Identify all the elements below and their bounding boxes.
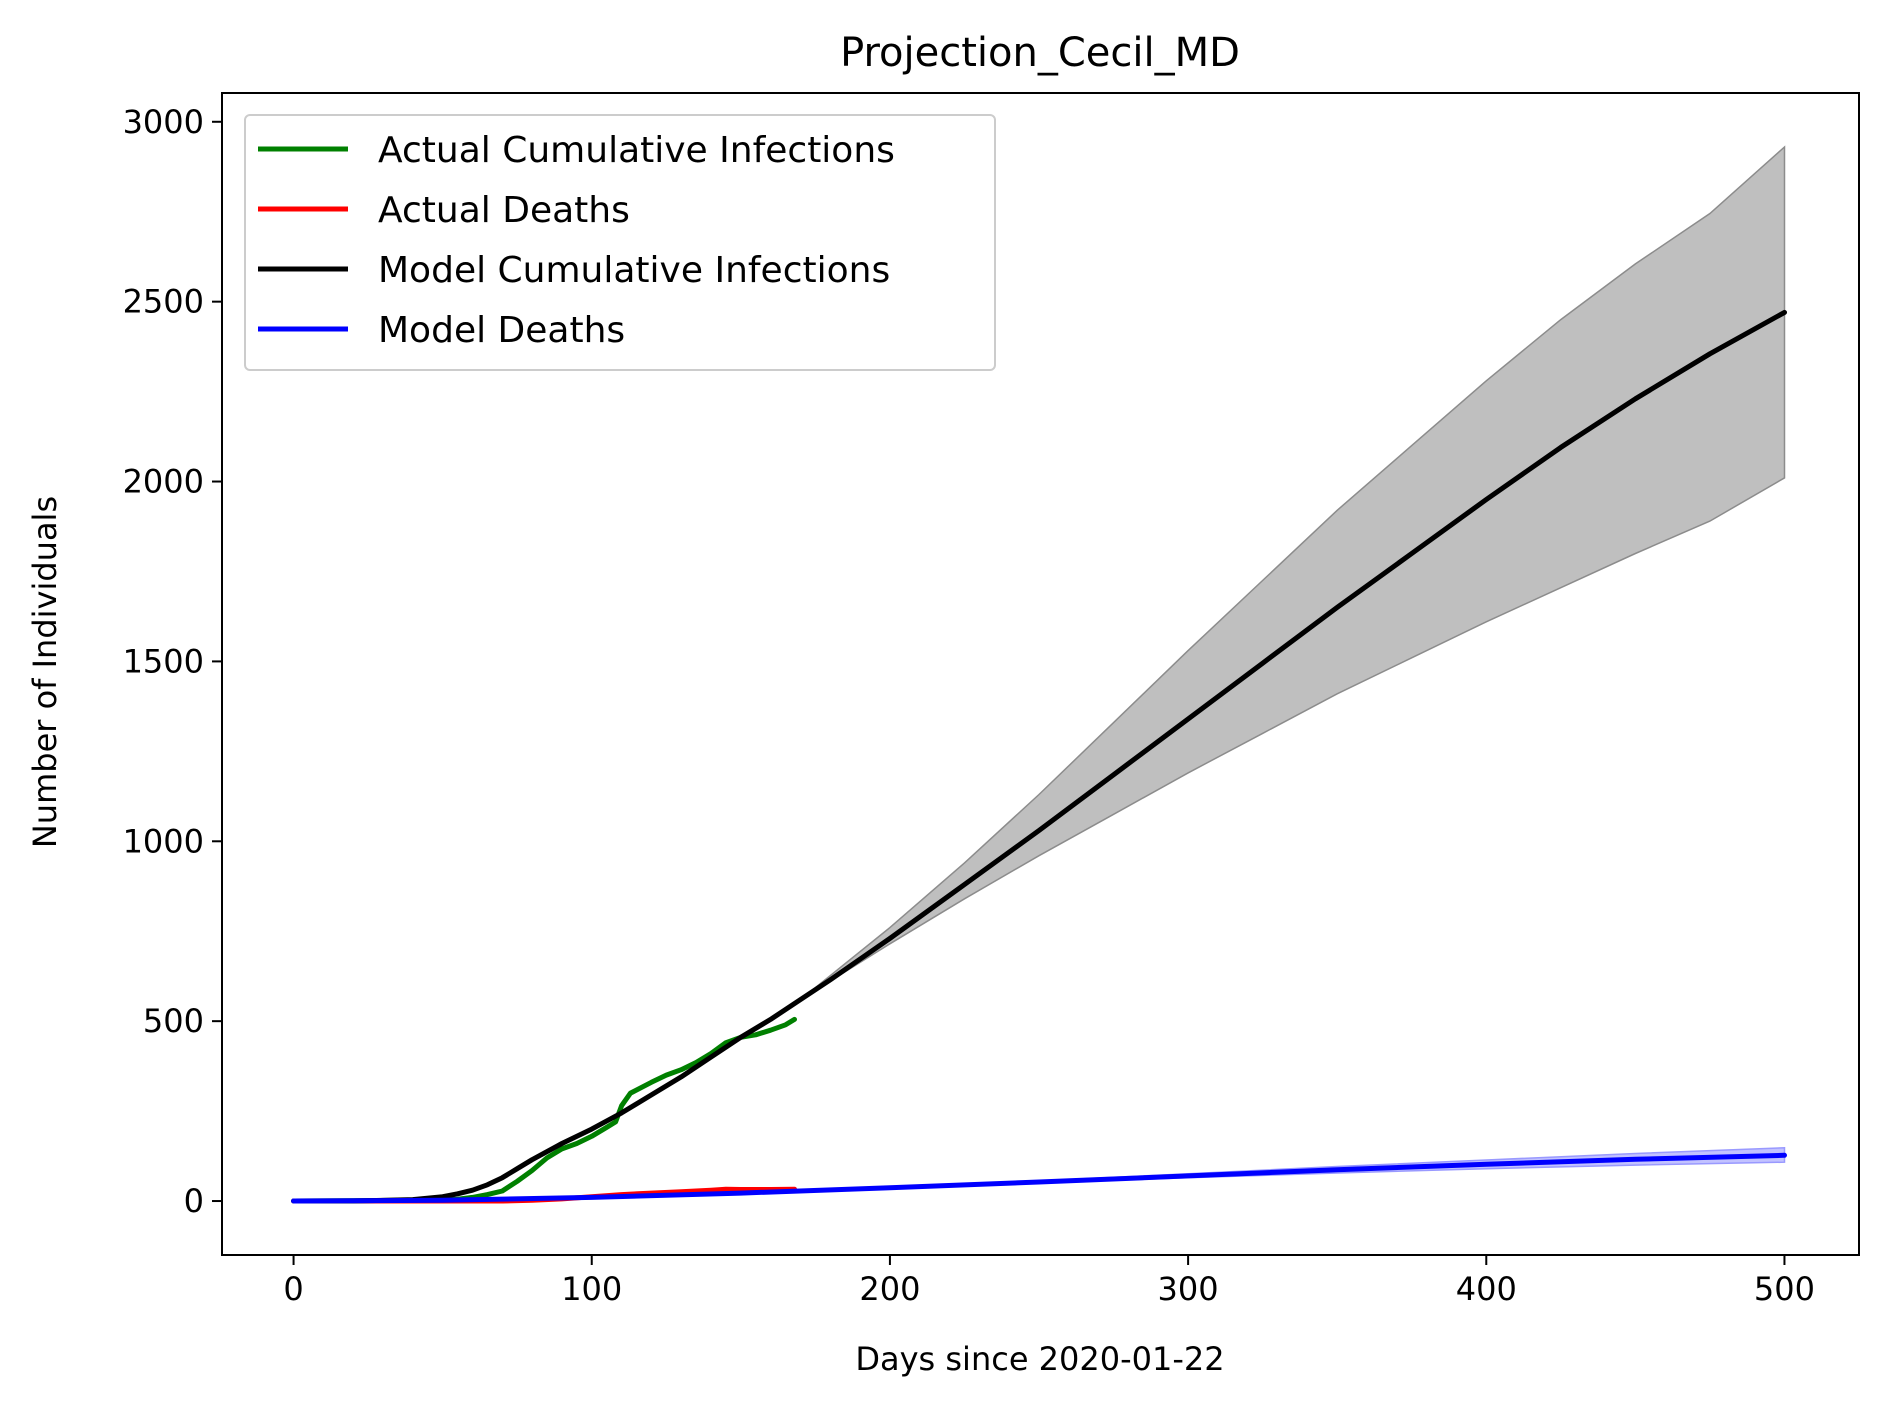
legend: Actual Cumulative Infections Actual Death… bbox=[244, 114, 996, 371]
x-axis-ticks: 0 100 200 300 400 500 bbox=[283, 1255, 1815, 1308]
legend-entries: Actual Cumulative Infections Actual Death… bbox=[258, 130, 895, 351]
legend-box bbox=[244, 114, 996, 371]
plot-frame bbox=[221, 92, 1860, 1256]
y-tick-label: 1000 bbox=[123, 822, 204, 860]
legend-label-actual-cumulative-infections: Actual Cumulative Infections bbox=[378, 130, 895, 171]
series-lines bbox=[291, 309, 1787, 1204]
x-tick-label: 0 bbox=[283, 1270, 303, 1308]
x-tick-label: 200 bbox=[859, 1270, 920, 1308]
y-tick-label: 500 bbox=[143, 1002, 204, 1040]
x-tick-label: 100 bbox=[561, 1270, 622, 1308]
chart-title: Projection_Cecil_MD bbox=[840, 30, 1240, 76]
series-line-model-cumulative-infections bbox=[291, 309, 1787, 1204]
x-axis-label: Days since 2020-01-22 bbox=[855, 1340, 1224, 1378]
y-tick-label: 1500 bbox=[123, 642, 204, 680]
series-line-model-deaths bbox=[291, 1152, 1787, 1204]
legend-label-model-cumulative-infections: Model Cumulative Infections bbox=[378, 250, 890, 291]
legend-label-actual-deaths: Actual Deaths bbox=[378, 190, 630, 231]
x-tick-label: 400 bbox=[1456, 1270, 1517, 1308]
y-tick-label: 2500 bbox=[123, 283, 204, 321]
y-tick-label: 0 bbox=[184, 1182, 204, 1220]
y-tick-label: 3000 bbox=[123, 103, 204, 141]
legend-label-model-deaths: Model Deaths bbox=[378, 310, 625, 351]
y-axis-label: Number of Individuals bbox=[26, 496, 64, 848]
x-tick-label: 300 bbox=[1158, 1270, 1219, 1308]
x-tick-label: 500 bbox=[1754, 1270, 1815, 1308]
y-tick-label: 2000 bbox=[123, 463, 204, 501]
y-axis-ticks: 0 500 1000 1500 2000 2500 3000 bbox=[123, 103, 222, 1220]
